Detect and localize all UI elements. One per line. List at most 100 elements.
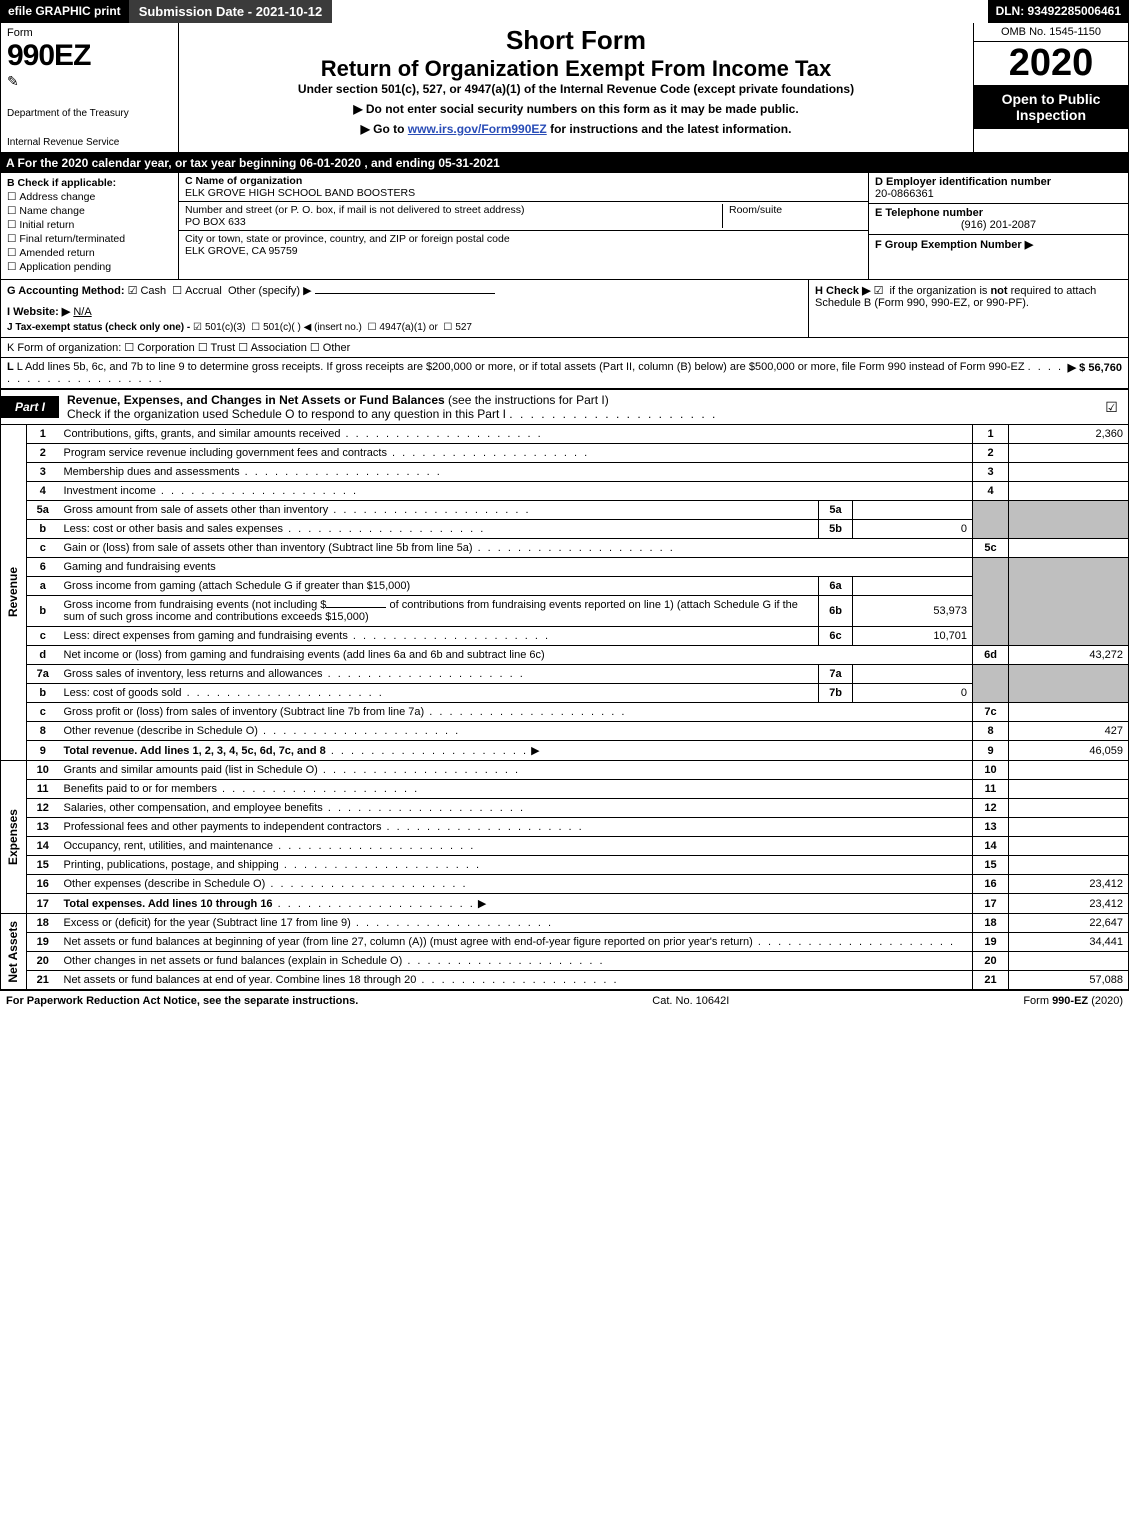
l14-rn: 14 bbox=[973, 837, 1009, 856]
check-address-change[interactable]: Address change bbox=[7, 191, 172, 203]
website-value: N/A bbox=[73, 306, 373, 318]
c-label: C Name of organization bbox=[185, 175, 302, 187]
part1-checkline: Check if the organization used Schedule … bbox=[67, 407, 506, 421]
l14-val bbox=[1009, 837, 1129, 856]
open-inspection: Open to Public Inspection bbox=[974, 85, 1128, 129]
city-row: City or town, state or province, country… bbox=[179, 231, 868, 259]
line-j: J Tax-exempt status (check only one) - 5… bbox=[7, 322, 802, 333]
j-501c3[interactable]: 501(c)(3) bbox=[193, 322, 246, 333]
l21-desc: Net assets or fund balances at end of ye… bbox=[64, 974, 417, 986]
goto-post: for instructions and the latest informat… bbox=[550, 122, 791, 136]
phone-row: E Telephone number (916) 201-2087 bbox=[869, 204, 1128, 235]
l6d-desc: Net income or (loss) from gaming and fun… bbox=[64, 649, 545, 661]
l6a-sn: 6a bbox=[819, 577, 853, 596]
part1-title: Revenue, Expenses, and Changes in Net As… bbox=[67, 393, 445, 407]
l6c-sv: 10,701 bbox=[853, 627, 973, 646]
l12-rn: 12 bbox=[973, 799, 1009, 818]
l21-val: 57,088 bbox=[1009, 971, 1129, 990]
l6b-sn: 6b bbox=[819, 596, 853, 627]
main-title: Return of Organization Exempt From Incom… bbox=[185, 56, 967, 82]
l20-val bbox=[1009, 952, 1129, 971]
l9-desc: Total revenue. Add lines 1, 2, 3, 4, 5c,… bbox=[64, 745, 326, 757]
check-application-pending[interactable]: Application pending bbox=[7, 261, 172, 273]
part1-desc: Revenue, Expenses, and Changes in Net As… bbox=[59, 390, 1098, 424]
l16-rn: 16 bbox=[973, 875, 1009, 894]
goto-note: ▶ Go to www.irs.gov/Form990EZ for instru… bbox=[185, 122, 967, 136]
l-amount: ▶ $ 56,760 bbox=[1068, 361, 1122, 374]
footer-right: Form 990-EZ (2020) bbox=[1023, 995, 1123, 1007]
irs-label: Internal Revenue Service bbox=[7, 137, 172, 148]
l8-desc: Other revenue (describe in Schedule O) bbox=[64, 725, 258, 737]
j-527[interactable]: 527 bbox=[443, 322, 472, 333]
line-h: H Check ▶ if the organization is not req… bbox=[808, 280, 1128, 337]
line-l: L L Add lines 5b, 6c, and 7b to line 9 t… bbox=[0, 358, 1129, 389]
l6d-val: 43,272 bbox=[1009, 646, 1129, 665]
l20-rn: 20 bbox=[973, 952, 1009, 971]
gh-block: G Accounting Method: Cash Accrual Other … bbox=[0, 280, 1129, 338]
goto-pre: ▶ Go to bbox=[361, 122, 408, 136]
efile-label[interactable]: efile GRAPHIC print bbox=[0, 0, 129, 23]
l-desc: L Add lines 5b, 6c, and 7b to line 9 to … bbox=[17, 361, 1025, 373]
l1-val: 2,360 bbox=[1009, 425, 1129, 444]
footer: For Paperwork Reduction Act Notice, see … bbox=[0, 990, 1129, 1011]
footer-center: Cat. No. 10642I bbox=[652, 995, 729, 1007]
form-header: Form 990EZ ✎ Department of the Treasury … bbox=[0, 23, 1129, 153]
l6c-desc: Less: direct expenses from gaming and fu… bbox=[64, 630, 348, 642]
l6b-sv: 53,973 bbox=[853, 596, 973, 627]
l5c-rn: 5c bbox=[973, 539, 1009, 558]
org-name: ELK GROVE HIGH SCHOOL BAND BOOSTERS bbox=[185, 187, 415, 199]
check-amended-return[interactable]: Amended return bbox=[7, 247, 172, 259]
l7b-sn: 7b bbox=[819, 684, 853, 703]
l2-rn: 2 bbox=[973, 444, 1009, 463]
part1-checkbox[interactable] bbox=[1098, 399, 1128, 416]
l6a-sv bbox=[853, 577, 973, 596]
l15-rn: 15 bbox=[973, 856, 1009, 875]
l8-val: 427 bbox=[1009, 722, 1129, 741]
l8-rn: 8 bbox=[973, 722, 1009, 741]
g-other: Other (specify) ▶ bbox=[228, 285, 312, 297]
ein-row: D Employer identification number 20-0866… bbox=[869, 173, 1128, 204]
ein-value: 20-0866361 bbox=[875, 188, 934, 200]
g-other-field[interactable] bbox=[315, 293, 495, 294]
g-cash[interactable]: Cash bbox=[128, 285, 167, 297]
l15-desc: Printing, publications, postage, and shi… bbox=[64, 859, 279, 871]
omb-number: OMB No. 1545-1150 bbox=[974, 23, 1128, 42]
l17-desc: Total expenses. Add lines 10 through 16 bbox=[64, 898, 273, 910]
netassets-side-label: Net Assets bbox=[6, 921, 20, 983]
l7c-val bbox=[1009, 703, 1129, 722]
j-label: J Tax-exempt status (check only one) - bbox=[7, 322, 193, 333]
l2-val bbox=[1009, 444, 1129, 463]
l1-desc: Contributions, gifts, grants, and simila… bbox=[64, 428, 341, 440]
line-g: G Accounting Method: Cash Accrual Other … bbox=[7, 284, 802, 297]
short-form-title: Short Form bbox=[185, 25, 967, 56]
e-label: E Telephone number bbox=[875, 207, 983, 219]
l2-desc: Program service revenue including govern… bbox=[64, 447, 387, 459]
l17-val: 23,412 bbox=[1009, 894, 1129, 914]
l5b-desc: Less: cost or other basis and sales expe… bbox=[64, 523, 284, 535]
check-final-return[interactable]: Final return/terminated bbox=[7, 233, 172, 245]
l19-desc: Net assets or fund balances at beginning… bbox=[64, 936, 753, 948]
part1-header: Part I Revenue, Expenses, and Changes in… bbox=[0, 389, 1129, 425]
l6d-rn: 6d bbox=[973, 646, 1009, 665]
check-initial-return[interactable]: Initial return bbox=[7, 219, 172, 231]
b-label: B Check if applicable: bbox=[7, 177, 116, 189]
group-exemption-row: F Group Exemption Number ▶ bbox=[869, 235, 1128, 254]
header-right: OMB No. 1545-1150 2020 Open to Public In… bbox=[973, 23, 1128, 152]
tax-year: 2020 bbox=[974, 42, 1128, 85]
line-k: K Form of organization: ☐ Corporation ☐ … bbox=[0, 338, 1129, 358]
j-4947[interactable]: 4947(a)(1) or bbox=[367, 322, 437, 333]
l5a-sv bbox=[853, 501, 973, 520]
l7c-desc: Gross profit or (loss) from sales of inv… bbox=[64, 706, 425, 718]
l7c-rn: 7c bbox=[973, 703, 1009, 722]
irs-link[interactable]: www.irs.gov/Form990EZ bbox=[408, 122, 547, 136]
check-name-change[interactable]: Name change bbox=[7, 205, 172, 217]
gh-left: G Accounting Method: Cash Accrual Other … bbox=[1, 280, 808, 337]
form-number: 990EZ bbox=[7, 39, 172, 73]
j-501c[interactable]: 501(c)( ) ◀ (insert no.) bbox=[251, 322, 362, 333]
l1-rn: 1 bbox=[973, 425, 1009, 444]
l6a-desc: Gross income from gaming (attach Schedul… bbox=[64, 580, 411, 592]
h-check[interactable] bbox=[874, 285, 887, 297]
g-accrual[interactable]: Accrual bbox=[172, 285, 222, 297]
header-left: Form 990EZ ✎ Department of the Treasury … bbox=[1, 23, 179, 152]
l-text: L L Add lines 5b, 6c, and 7b to line 9 t… bbox=[7, 361, 1068, 385]
